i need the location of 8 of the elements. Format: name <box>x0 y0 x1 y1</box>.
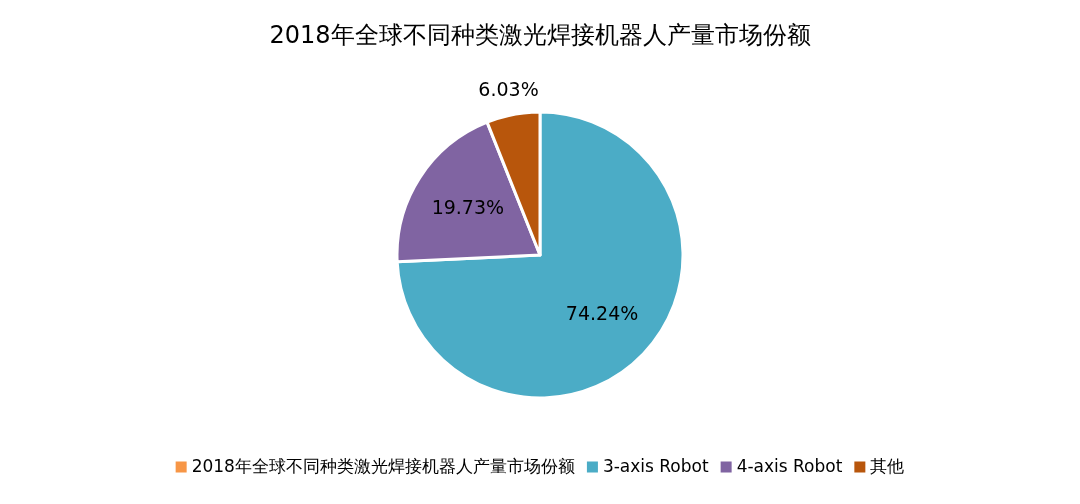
legend-label: 4-axis Robot <box>736 456 843 476</box>
legend-label: 3-axis Robot <box>602 456 709 476</box>
chart-title: 2018年全球不同种类激光焊接机器人产量市场份额 <box>269 21 811 49</box>
legend-label: 其他 <box>870 456 905 476</box>
data-label: 74.24% <box>565 301 639 324</box>
data-label: 6.03% <box>478 78 539 101</box>
data-label: 19.73% <box>431 196 505 219</box>
legend-label: 2018年全球不同种类激光焊接机器人产量市场份额 <box>191 456 575 476</box>
